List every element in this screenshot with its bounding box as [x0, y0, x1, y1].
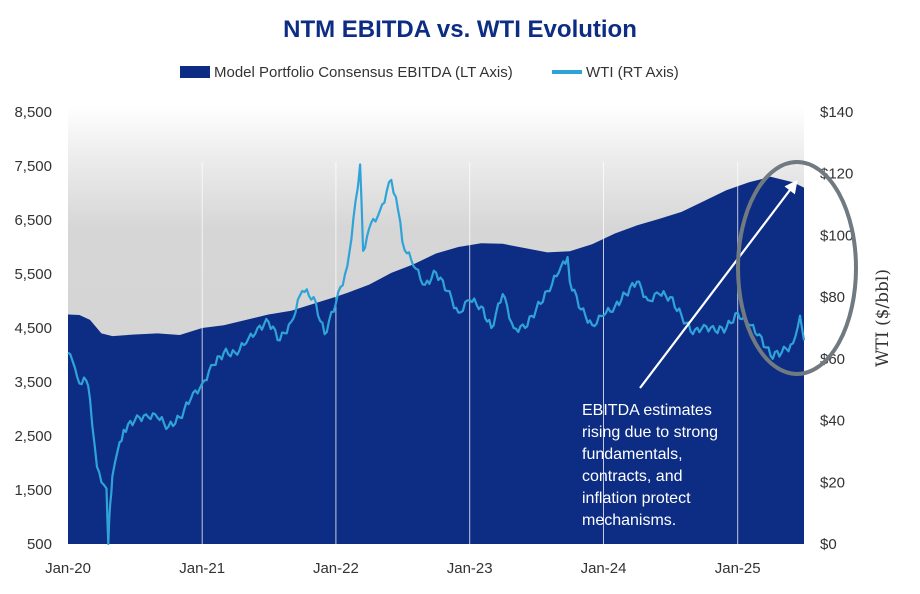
annotation-arrow — [639, 179, 798, 389]
annotation-line: rising due to strong — [582, 424, 718, 441]
legend: Model Portfolio Consensus EBITDA (LT Axi… — [180, 64, 679, 81]
y-right-tick-label: $80 — [820, 289, 845, 306]
legend-label-wti: WTI (RT Axis) — [586, 64, 679, 81]
y-left-tick-label: 8,500 — [14, 104, 52, 121]
ebitda-area — [68, 176, 804, 545]
annotation-line: EBITDA estimates — [582, 402, 712, 419]
y-right-tick-label: $100 — [820, 227, 853, 244]
y-right-tick-label: $40 — [820, 413, 845, 430]
wti-line — [67, 163, 806, 546]
x-tick-label: Jan-25 — [715, 560, 761, 577]
y-right-tick-label: $140 — [820, 104, 853, 121]
left-axis-ticks: 8,500 7,500 6,500 5,500 4,500 3,500 2,500 1,500… — [14, 104, 52, 553]
y-left-tick-label: 6,500 — [14, 212, 52, 229]
legend-label-ebitda: Model Portfolio Consensus EBITDA (LT Axi… — [214, 64, 513, 81]
annotation-line: fundamentals, — [582, 446, 683, 463]
annotation-text: EBITDA estimates rising due to strong fund… — [582, 402, 718, 529]
y-left-tick-label: 2,500 — [14, 428, 52, 445]
annotation-line: mechanisms. — [582, 512, 676, 529]
legend-swatch-ebitda — [180, 66, 210, 78]
x-tick-label: Jan-24 — [581, 560, 627, 577]
y-left-tick-label: 3,500 — [14, 374, 52, 391]
y-right-tick-label: $20 — [820, 474, 845, 491]
x-tick-label: Jan-21 — [179, 560, 225, 577]
y-left-tick-label: 1,500 — [14, 482, 52, 499]
x-tick-label: Jan-23 — [447, 560, 493, 577]
right-axis-title: WTI ($/bbl) — [873, 269, 893, 367]
chart-title: NTM EBITDA vs. WTI Evolution — [283, 16, 637, 43]
highlight-circle — [736, 160, 858, 376]
y-left-tick-label: 5,500 — [14, 266, 52, 283]
y-left-tick-label: 500 — [27, 536, 52, 553]
y-right-tick-label: $0 — [820, 536, 837, 553]
y-right-tick-label: $60 — [820, 351, 845, 368]
annotation-line: contracts, and — [582, 468, 683, 485]
right-axis-ticks: $140$120$100$80$60$40$20$0 — [820, 104, 853, 553]
x-tick-label: Jan-20 — [45, 560, 91, 577]
annotation-line: inflation protect — [582, 490, 691, 507]
x-tick-label: Jan-22 — [313, 560, 359, 577]
y-left-tick-label: 4,500 — [14, 320, 52, 337]
x-axis-ticks: Jan-20 Jan-21 Jan-22 Jan-23 Jan-24 Jan-25 — [45, 560, 761, 577]
y-left-tick-label: 7,500 — [14, 158, 52, 175]
gridlines-over-area — [201, 162, 739, 544]
